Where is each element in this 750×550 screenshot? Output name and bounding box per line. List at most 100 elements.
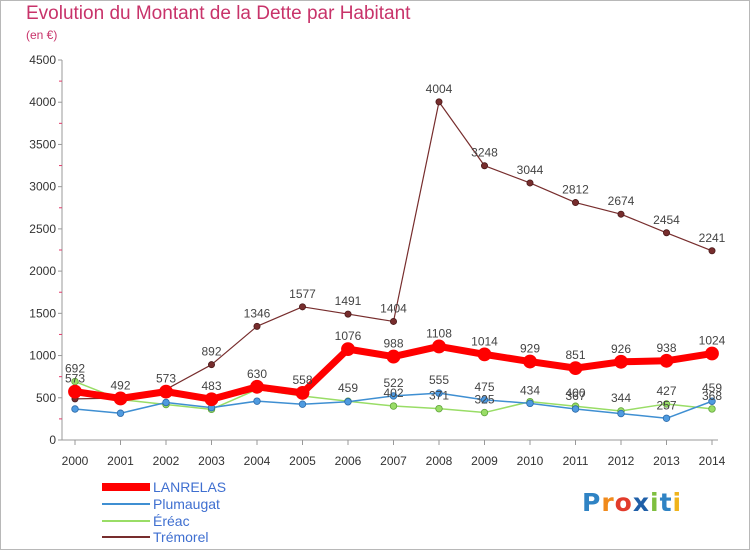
x-tick-label: 2007: [380, 454, 407, 468]
data-point: [159, 384, 173, 399]
data-point: [386, 349, 401, 364]
data-label: 926: [611, 342, 631, 356]
data-point: [662, 400, 671, 408]
data-label: 2674: [608, 194, 635, 208]
data-point: [432, 339, 446, 354]
data-point: [295, 385, 310, 400]
data-label: 257: [656, 398, 676, 412]
logo-letter: x: [632, 488, 650, 517]
legend-label: Plumaugat: [153, 496, 220, 512]
data-point: [71, 405, 79, 413]
data-label: 2241: [699, 231, 726, 245]
data-label: 1014: [471, 334, 498, 348]
data-label: 1577: [289, 287, 316, 301]
data-label: 475: [474, 380, 494, 394]
data-point: [568, 361, 583, 376]
data-point: [207, 361, 215, 369]
logo-letter: t: [659, 488, 673, 517]
proxiti-logo: Proxiti: [582, 488, 682, 517]
data-point: [298, 303, 306, 311]
data-label: 2812: [562, 183, 589, 197]
data-label: 1024: [699, 334, 726, 348]
data-label: 344: [611, 391, 631, 405]
data-point: [116, 409, 125, 417]
data-point: [480, 162, 488, 170]
data-label: 573: [156, 372, 176, 386]
logo-letter: r: [601, 488, 615, 517]
data-label: 892: [201, 345, 221, 359]
x-tick-label: 2011: [563, 454, 589, 468]
y-tick-label: 4500: [29, 53, 56, 67]
data-label: 630: [247, 367, 267, 381]
x-tick-label: 2012: [608, 454, 635, 468]
x-tick-label: 2009: [471, 454, 498, 468]
x-tick-label: 2014: [699, 454, 726, 468]
data-point: [113, 391, 128, 406]
data-label: 1108: [426, 326, 452, 340]
legend-label: Éréac: [153, 513, 190, 529]
x-tick-label: 2006: [335, 454, 362, 468]
data-label: 988: [383, 337, 403, 351]
data-point: [435, 98, 443, 106]
x-tick-label: 2001: [107, 454, 134, 468]
x-tick-label: 2010: [517, 454, 544, 468]
data-point: [617, 409, 625, 418]
data-label: 459: [338, 381, 358, 395]
data-point: [253, 397, 261, 405]
data-point: [253, 322, 261, 330]
chart-title: Evolution du Montant de la Dette par Hab…: [26, 3, 411, 24]
data-point: [250, 379, 264, 394]
data-label: 692: [65, 362, 85, 376]
data-point: [705, 346, 719, 361]
y-tick-label: 4000: [29, 95, 56, 109]
data-point: [708, 397, 716, 405]
data-point: [204, 392, 219, 407]
data-label: 573: [65, 372, 85, 386]
logo-letter: i: [650, 488, 660, 517]
data-point: [477, 347, 492, 362]
legend-label: Trémorel: [153, 529, 209, 545]
data-point: [344, 310, 352, 318]
data-point: [435, 404, 443, 413]
data-point: [526, 399, 534, 408]
logo-letter: o: [614, 488, 633, 517]
legend-label: LANRELAS: [153, 479, 226, 495]
data-point: [480, 408, 489, 417]
data-point: [523, 354, 537, 369]
data-point: [708, 405, 716, 413]
data-point: [389, 392, 398, 400]
x-tick-label: 2000: [62, 454, 89, 468]
data-label: 427: [656, 384, 676, 398]
data-point: [480, 396, 489, 404]
data-label: 558: [292, 373, 312, 387]
data-label: 371: [429, 389, 449, 403]
data-point: [659, 353, 674, 368]
y-tick-label: 1500: [29, 306, 56, 320]
y-tick-label: 2500: [29, 222, 56, 236]
x-tick-label: 2005: [289, 454, 316, 468]
data-point: [389, 317, 397, 325]
data-point: [162, 398, 170, 407]
data-label: 1346: [244, 306, 271, 320]
chart-subtitle: (en €): [26, 28, 58, 42]
y-tick-label: 3000: [29, 180, 56, 194]
data-label: 3248: [471, 146, 498, 160]
data-point: [68, 384, 82, 399]
x-tick-label: 2003: [198, 454, 225, 468]
data-point: [617, 210, 625, 218]
data-label: 1076: [335, 329, 362, 343]
data-label: 851: [565, 348, 585, 362]
y-tick-label: 0: [49, 433, 56, 447]
y-tick-label: 1000: [29, 349, 56, 363]
data-label: 938: [656, 341, 676, 355]
data-point: [435, 389, 443, 397]
data-label: 3044: [517, 163, 544, 177]
data-label: 434: [520, 383, 540, 397]
x-tick-label: 2002: [153, 454, 180, 468]
data-point: [614, 354, 628, 369]
data-label: 1404: [380, 301, 407, 315]
data-label: 368: [702, 389, 722, 403]
data-label: 402: [383, 386, 403, 400]
